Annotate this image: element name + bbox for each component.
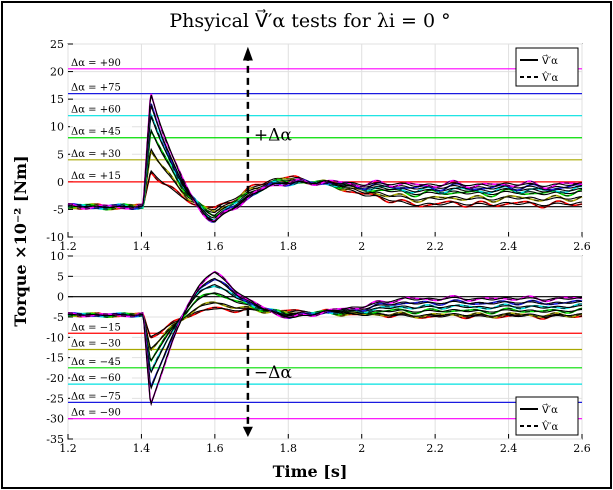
x-tick-label: 1.4 [133,442,151,455]
level-label: Δα = +30 [71,149,121,160]
y-tick-label: 25 [50,38,64,51]
y-axis-label: Torque ×10⁻² [Nm] [11,155,30,326]
plot-area [67,43,583,238]
level-label-bg [70,371,132,384]
x-tick-label: 2.2 [426,442,444,455]
decrease-label: −Δα [254,363,293,383]
increase-label: +Δα [254,126,293,146]
series-line-dashed [67,129,583,217]
x-tick-label: 2.6 [573,240,591,253]
level-label-bg [70,405,132,418]
legend-dashed-label: V̂′α [541,72,558,84]
level-label: Δα = +45 [71,127,121,138]
bottom-panel: 1.2 1.4 1.6 1.8 2 2.2 2.4 2.6 -35 -30 -25 -20 -15 -10… [46,250,590,455]
top-panel: 1.2 1.4 1.6 1.8 2 2.2 2.4 2.6 -10 -5 0 5 10 15 20 25 Δα … [46,38,590,253]
y-tick-label: -25 [46,392,64,405]
level-label-bg [70,168,132,181]
level-label: Δα = +90 [71,58,121,69]
x-tick-label: 2 [358,442,365,455]
y-tick-label: 0 [57,291,64,304]
increase-arrow-head [242,46,253,61]
y-tick-label: -10 [46,331,64,344]
x-tick-label: 1.6 [206,442,224,455]
level-label: Δα = −60 [71,373,121,384]
level-label: Δα = −75 [71,391,121,402]
level-label-bg [70,320,132,333]
level-label: Δα = −30 [71,339,121,350]
level-label: Δα = −45 [71,357,121,368]
x-tick-label: 2 [358,240,365,253]
y-tick-label: -20 [46,372,64,385]
legend-box [515,396,579,436]
level-label-bg [70,102,132,115]
legend-solid-label: V⃗′α [542,403,558,416]
y-tick-label: 5 [57,148,64,161]
y-tick-label: 10 [50,250,64,263]
level-label-bg [70,80,132,93]
level-label-bg [70,55,132,68]
y-tick-label: 5 [57,270,64,283]
x-tick-label: 2.6 [573,442,591,455]
legend-solid-label: V⃗′α [542,54,558,67]
level-label: Δα = +75 [71,83,121,94]
x-tick-label: 1.2 [59,442,77,455]
series-line-dashed [68,271,583,406]
level-label: Δα = +60 [71,105,121,116]
y-tick-label: -30 [46,413,64,426]
series-line-dashed [68,93,583,222]
x-tick-label: 1.2 [59,240,77,253]
series-line-dashed [67,278,583,389]
y-tick-label: 20 [50,66,64,79]
level-label: Δα = −15 [71,322,121,333]
x-tick-label: 1.6 [206,240,224,253]
level-label-bg [70,124,132,137]
level-label-bg [70,146,132,159]
y-tick-label: -5 [53,203,64,216]
x-axis-label: Time [s] [273,462,348,481]
y-tick-label: -10 [46,231,64,244]
x-tick-label: 2.4 [500,240,518,253]
level-label-bg [70,389,132,402]
series-line-solid [67,94,583,223]
legend-dashed-label: V̂′α [541,421,558,433]
x-tick-label: 2.4 [500,442,518,455]
level-label-bg [70,336,132,349]
x-tick-label: 1.8 [280,442,298,455]
y-tick-label: -15 [46,352,64,365]
level-label: Δα = −90 [71,408,121,419]
x-tick-label: 2.2 [426,240,444,253]
x-tick-label: 1.4 [133,240,151,253]
x-tick-label: 1.8 [280,240,298,253]
y-tick-label: -35 [46,433,64,446]
y-tick-label: 0 [57,176,64,189]
y-tick-label: 15 [50,93,64,106]
y-tick-label: 10 [50,121,64,134]
legend-box [515,47,579,87]
level-label: Δα = +15 [71,171,121,182]
level-label-bg [70,354,132,367]
decrease-arrow-head [242,426,253,437]
chart-title: Phsyical V⃗′α tests for λi = 0 ° [169,9,450,32]
y-tick-label: -5 [53,311,64,324]
plot-area [67,255,583,440]
